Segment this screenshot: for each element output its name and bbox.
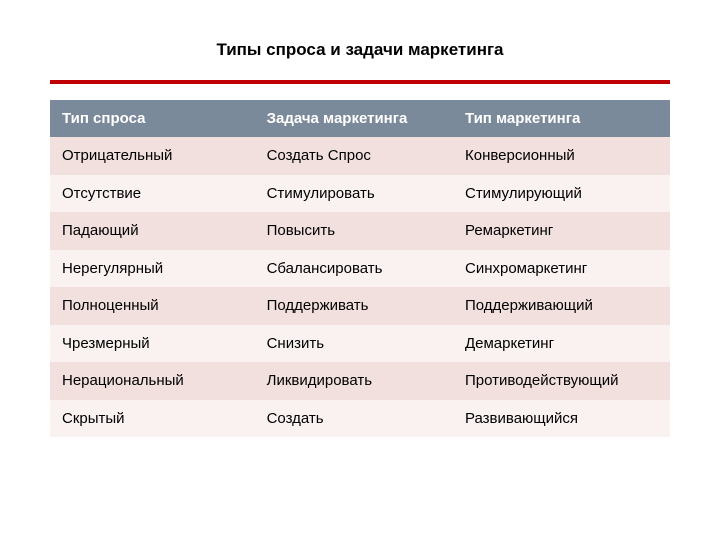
- cell-task: Поддерживать: [255, 287, 453, 325]
- cell-demand-type: Отрицательный: [50, 137, 255, 175]
- cell-marketing-type: Синхромаркетинг: [453, 250, 670, 288]
- cell-marketing-type: Развивающийся: [453, 400, 670, 438]
- cell-task: Создать Спрос: [255, 137, 453, 175]
- cell-task: Повысить: [255, 212, 453, 250]
- cell-marketing-type: Поддерживающий: [453, 287, 670, 325]
- slide-container: Типы спроса и задачи маркетинга Тип спро…: [0, 0, 720, 540]
- cell-demand-type: Скрытый: [50, 400, 255, 438]
- accent-line: [50, 80, 670, 84]
- cell-task: Создать: [255, 400, 453, 438]
- table-row: Нерегулярный Сбалансировать Синхромаркет…: [50, 250, 670, 288]
- slide-title: Типы спроса и задачи маркетинга: [50, 40, 670, 60]
- cell-demand-type: Нерегулярный: [50, 250, 255, 288]
- cell-demand-type: Полноценный: [50, 287, 255, 325]
- table-row: Отрицательный Создать Спрос Конверсионны…: [50, 137, 670, 175]
- cell-task: Снизить: [255, 325, 453, 363]
- cell-demand-type: Отсутствие: [50, 175, 255, 213]
- cell-task: Ликвидировать: [255, 362, 453, 400]
- table-row: Отсутствие Стимулировать Стимулирующий: [50, 175, 670, 213]
- cell-demand-type: Падающий: [50, 212, 255, 250]
- marketing-table: Тип спроса Задача маркетинга Тип маркети…: [50, 100, 670, 437]
- cell-demand-type: Нерациональный: [50, 362, 255, 400]
- col-header-demand-type: Тип спроса: [50, 100, 255, 137]
- table-header-row: Тип спроса Задача маркетинга Тип маркети…: [50, 100, 670, 137]
- table-row: Полноценный Поддерживать Поддерживающий: [50, 287, 670, 325]
- col-header-marketing-type: Тип маркетинга: [453, 100, 670, 137]
- col-header-task: Задача маркетинга: [255, 100, 453, 137]
- table-row: Скрытый Создать Развивающийся: [50, 400, 670, 438]
- cell-marketing-type: Противодействующий: [453, 362, 670, 400]
- cell-demand-type: Чрезмерный: [50, 325, 255, 363]
- cell-marketing-type: Конверсионный: [453, 137, 670, 175]
- cell-task: Стимулировать: [255, 175, 453, 213]
- cell-task: Сбалансировать: [255, 250, 453, 288]
- table-row: Падающий Повысить Ремаркетинг: [50, 212, 670, 250]
- table-row: Чрезмерный Снизить Демаркетинг: [50, 325, 670, 363]
- cell-marketing-type: Ремаркетинг: [453, 212, 670, 250]
- cell-marketing-type: Демаркетинг: [453, 325, 670, 363]
- table-row: Нерациональный Ликвидировать Противодейс…: [50, 362, 670, 400]
- cell-marketing-type: Стимулирующий: [453, 175, 670, 213]
